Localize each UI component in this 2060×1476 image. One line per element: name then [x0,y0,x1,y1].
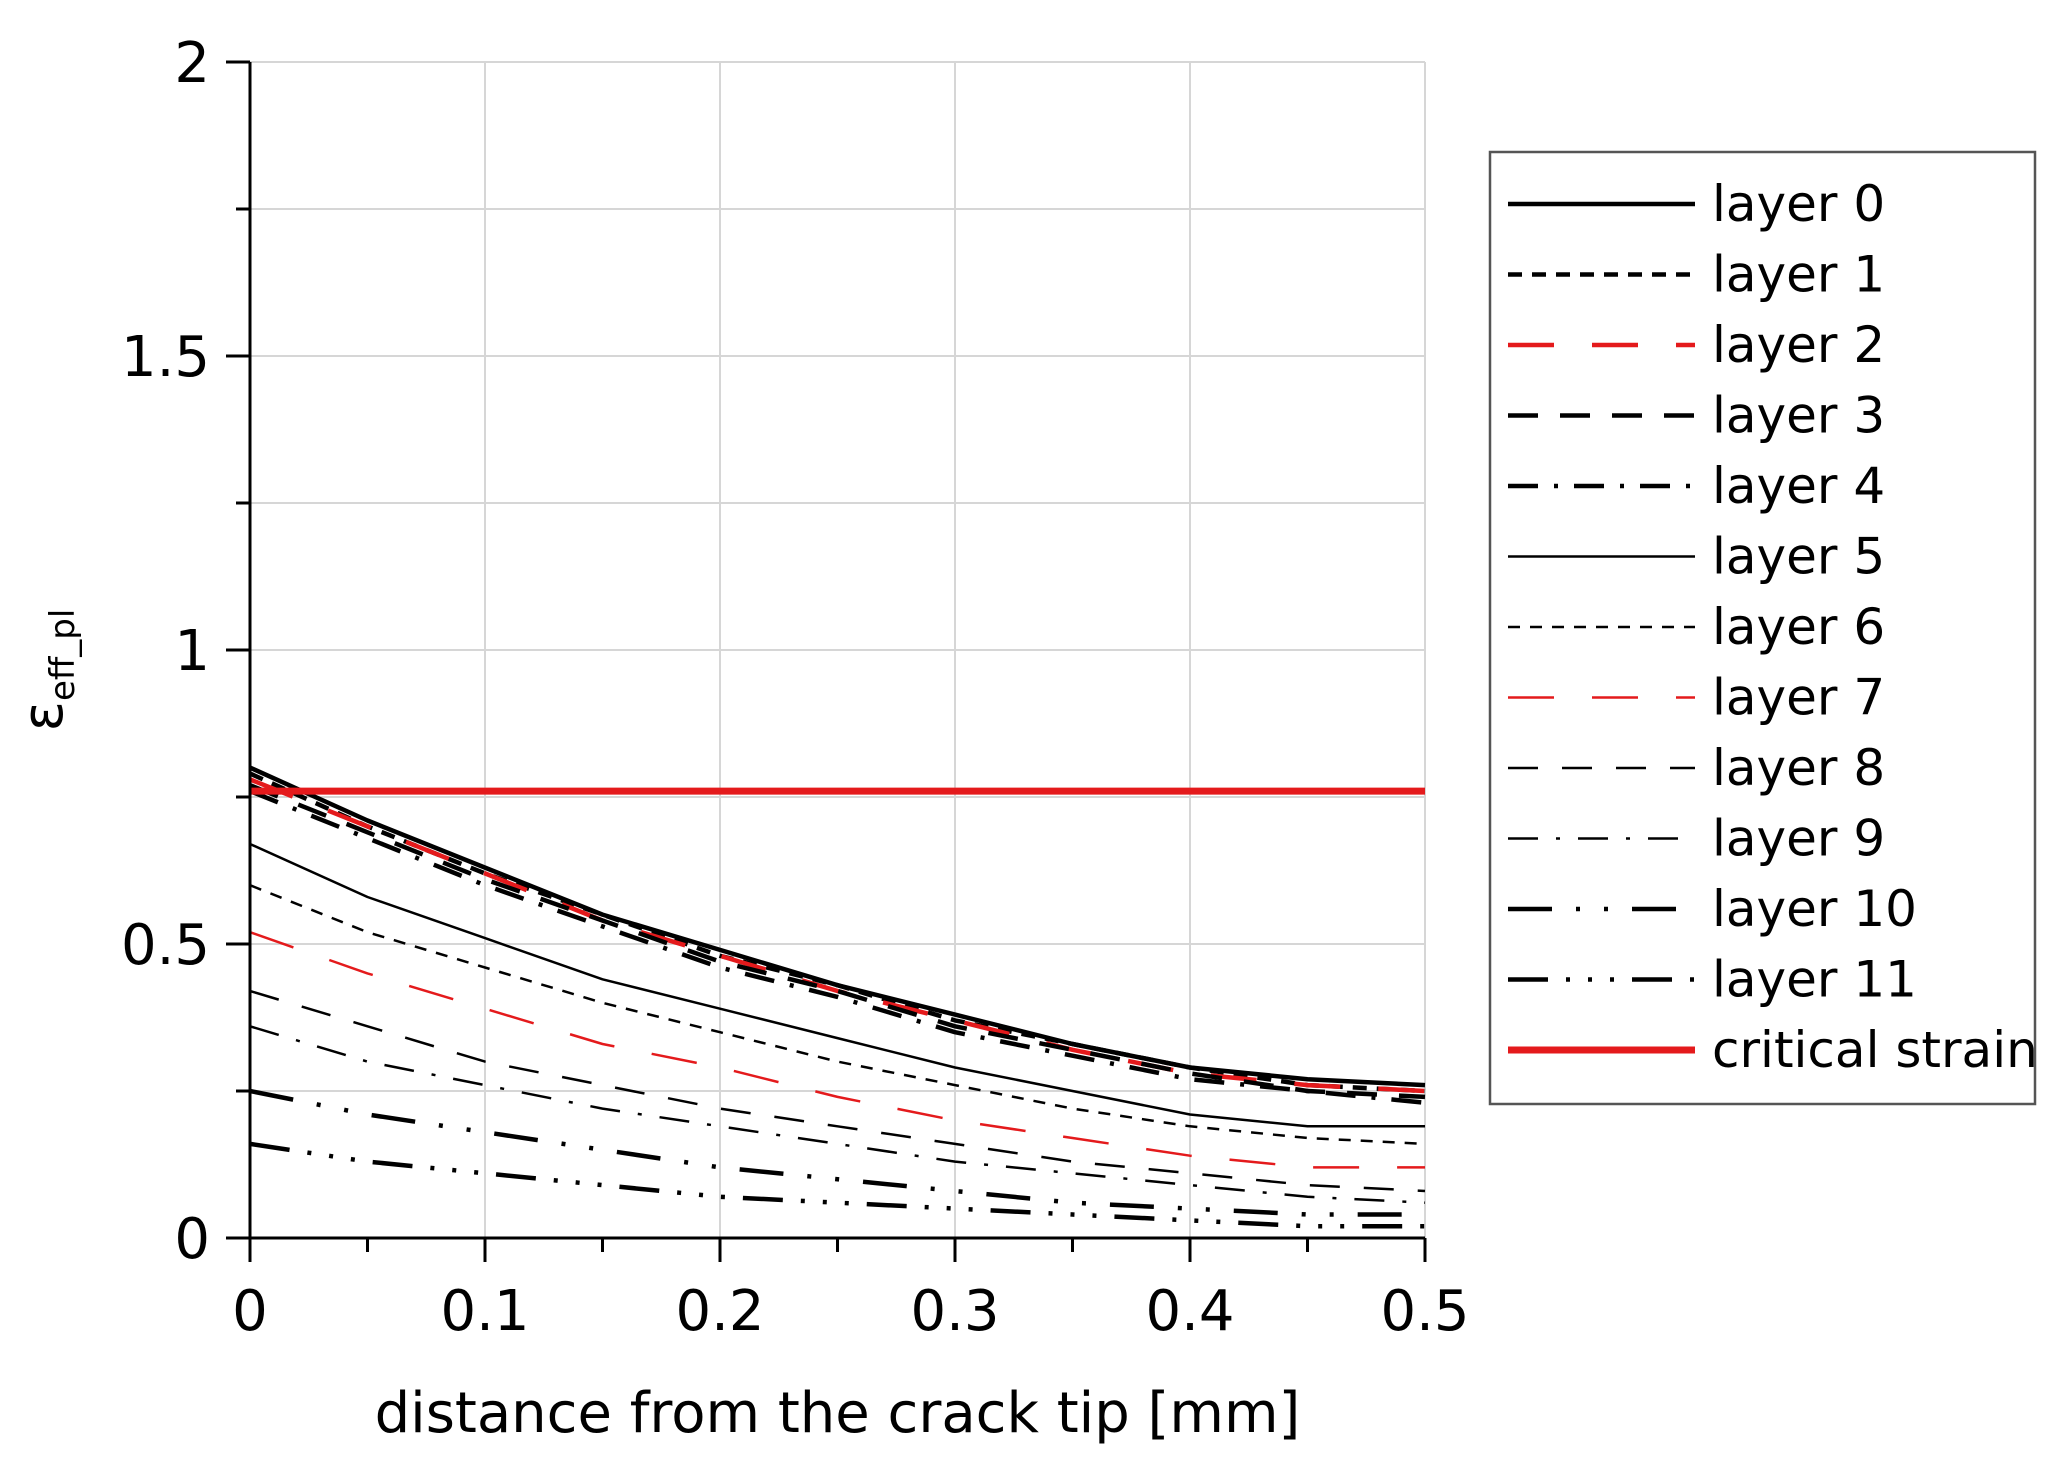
x-tick-label: 0.2 [675,1279,764,1344]
legend-label-11: layer 11 [1712,951,1917,1009]
legend-label-0: layer 0 [1712,175,1885,233]
x-tick-label: 0 [232,1279,268,1344]
y-tick-label: 0 [174,1207,210,1272]
legend-label-5: layer 5 [1712,528,1885,586]
x-tick-label: 0.5 [1380,1279,1469,1344]
series-line-5 [249,842,1425,1128]
series-line-11 [249,1141,1425,1229]
legend-label-12: critical strain [1712,1021,2038,1079]
y-tick-label: 2 [174,31,210,96]
y-axis-title-symbol: ε [11,701,76,731]
x-tick-label: 0.1 [440,1279,529,1344]
y-axis-title-subscript: eff_pl [43,609,83,701]
legend-label-8: layer 8 [1712,739,1885,797]
series-line-2 [249,777,1426,1094]
y-axis-title: εeff_pl [11,609,83,732]
legend-label-4: layer 4 [1712,457,1885,515]
legend-label-3: layer 3 [1712,387,1885,445]
series-line-7 [249,931,1425,1169]
x-tick-label: 0.3 [910,1279,999,1344]
x-axis-title: distance from the crack tip [mm] [375,1381,1301,1446]
series-line-1 [249,771,1426,1094]
legend-label-10: layer 10 [1712,880,1917,938]
series-line-9 [249,1025,1426,1204]
legend: layer 0 layer 1 layer 2 layer 3 layer 4 layer… [1488,150,2038,1106]
y-tick-label: 0.5 [121,913,210,978]
series-line-10 [249,1088,1425,1217]
plot-series [249,765,1426,1229]
axes: 0 0.1 0.2 0.3 0.4 0.5 0 0.5 1 1.5 2 [121,31,1470,1344]
legend-label-1: layer 1 [1712,246,1885,304]
series-line-6 [249,884,1426,1146]
legend-label-6: layer 6 [1712,598,1885,656]
grid [250,61,1426,1238]
y-tick-label: 1 [174,619,210,684]
legend-label-2: layer 2 [1712,316,1885,374]
series-line-4 [249,789,1426,1106]
series-line-3 [249,783,1426,1100]
legend-label-7: layer 7 [1712,669,1885,727]
x-tick-label: 0.4 [1145,1279,1234,1344]
y-tick-label: 1.5 [121,325,210,390]
legend-label-9: layer 9 [1712,810,1885,868]
series-line-8 [249,989,1426,1193]
